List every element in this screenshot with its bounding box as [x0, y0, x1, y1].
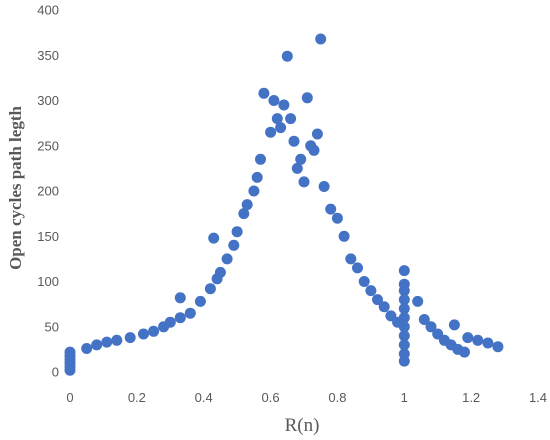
- data-point: [492, 341, 504, 353]
- data-point: [325, 203, 337, 215]
- data-point: [398, 285, 410, 297]
- data-point: [301, 92, 313, 104]
- data-point: [278, 99, 290, 111]
- y-tick-label: 0: [52, 365, 59, 380]
- data-point: [101, 336, 113, 348]
- y-tick-label: 200: [37, 184, 59, 199]
- data-point: [318, 181, 330, 192]
- data-point: [91, 339, 103, 351]
- data-point: [295, 153, 307, 165]
- y-tick-label: 50: [45, 319, 59, 334]
- data-point: [184, 307, 196, 319]
- x-tick-label: 0.4: [195, 390, 213, 405]
- y-tick-label: 150: [37, 229, 59, 244]
- y-axis-title: Open cycles path legth: [6, 106, 25, 270]
- data-point: [138, 328, 149, 340]
- data-point: [398, 312, 410, 324]
- data-point: [398, 339, 410, 351]
- y-tick-label: 100: [37, 274, 59, 289]
- data-point: [398, 265, 410, 277]
- x-tick-label: 1.4: [529, 390, 547, 405]
- x-tick-label: 0.8: [328, 390, 346, 405]
- data-point: [378, 301, 390, 313]
- data-point: [64, 346, 76, 358]
- data-point: [174, 312, 186, 324]
- data-points: [64, 33, 504, 376]
- data-point: [124, 332, 136, 344]
- data-point: [331, 212, 343, 224]
- x-tick-label: 1: [401, 390, 408, 405]
- data-point: [372, 294, 383, 306]
- data-point: [462, 332, 474, 344]
- data-point: [241, 199, 253, 211]
- data-point: [398, 321, 410, 333]
- data-point: [412, 295, 424, 307]
- data-point: [268, 95, 280, 106]
- data-point: [398, 330, 410, 342]
- data-point: [255, 153, 266, 165]
- data-point: [275, 122, 287, 134]
- x-axis-ticks: 0 0.2 0.4 0.6 0.8 1 1.2 1.4: [66, 390, 547, 405]
- data-point: [194, 295, 206, 307]
- data-point: [231, 226, 243, 238]
- x-tick-label: 0.6: [262, 390, 280, 405]
- x-tick-label: 0.2: [128, 390, 146, 405]
- data-point: [459, 346, 470, 358]
- data-point: [425, 321, 437, 333]
- data-point: [258, 87, 270, 99]
- data-point: [111, 334, 123, 346]
- data-point: [285, 113, 297, 125]
- data-point: [398, 294, 410, 306]
- data-point: [311, 128, 323, 140]
- data-point: [472, 334, 484, 346]
- x-axis-title: R(n): [285, 415, 320, 436]
- data-point: [398, 355, 410, 367]
- data-point: [164, 316, 176, 328]
- data-point: [358, 276, 370, 287]
- data-point: [148, 325, 160, 337]
- data-point: [308, 144, 320, 156]
- data-point: [81, 343, 93, 354]
- data-point: [248, 185, 260, 197]
- data-point: [338, 230, 350, 242]
- y-tick-label: 300: [37, 93, 59, 108]
- data-point: [208, 232, 220, 244]
- y-tick-label: 350: [37, 48, 59, 63]
- data-point: [418, 314, 430, 325]
- data-point: [238, 208, 250, 220]
- x-tick-label: 1.2: [462, 390, 480, 405]
- data-point: [265, 126, 277, 138]
- data-point: [365, 285, 377, 297]
- data-point: [288, 135, 300, 147]
- data-point: [448, 319, 460, 331]
- y-tick-label: 250: [37, 138, 59, 153]
- data-point: [228, 239, 240, 251]
- data-point: [345, 253, 357, 265]
- data-point: [271, 113, 283, 125]
- data-point: [251, 171, 263, 183]
- x-tick-label: 0: [66, 390, 73, 405]
- y-axis-ticks: 0 50 100 150 200 250 300 350 400: [37, 3, 59, 380]
- data-point: [291, 162, 303, 174]
- data-point: [352, 262, 363, 274]
- data-point: [398, 303, 410, 315]
- data-point: [204, 283, 216, 295]
- data-point: [482, 337, 494, 349]
- data-point: [281, 50, 293, 62]
- y-tick-label: 400: [37, 3, 59, 18]
- data-point: [214, 266, 226, 278]
- data-point: [315, 33, 327, 45]
- data-point: [174, 292, 186, 304]
- data-point: [298, 176, 310, 188]
- data-point: [221, 253, 233, 265]
